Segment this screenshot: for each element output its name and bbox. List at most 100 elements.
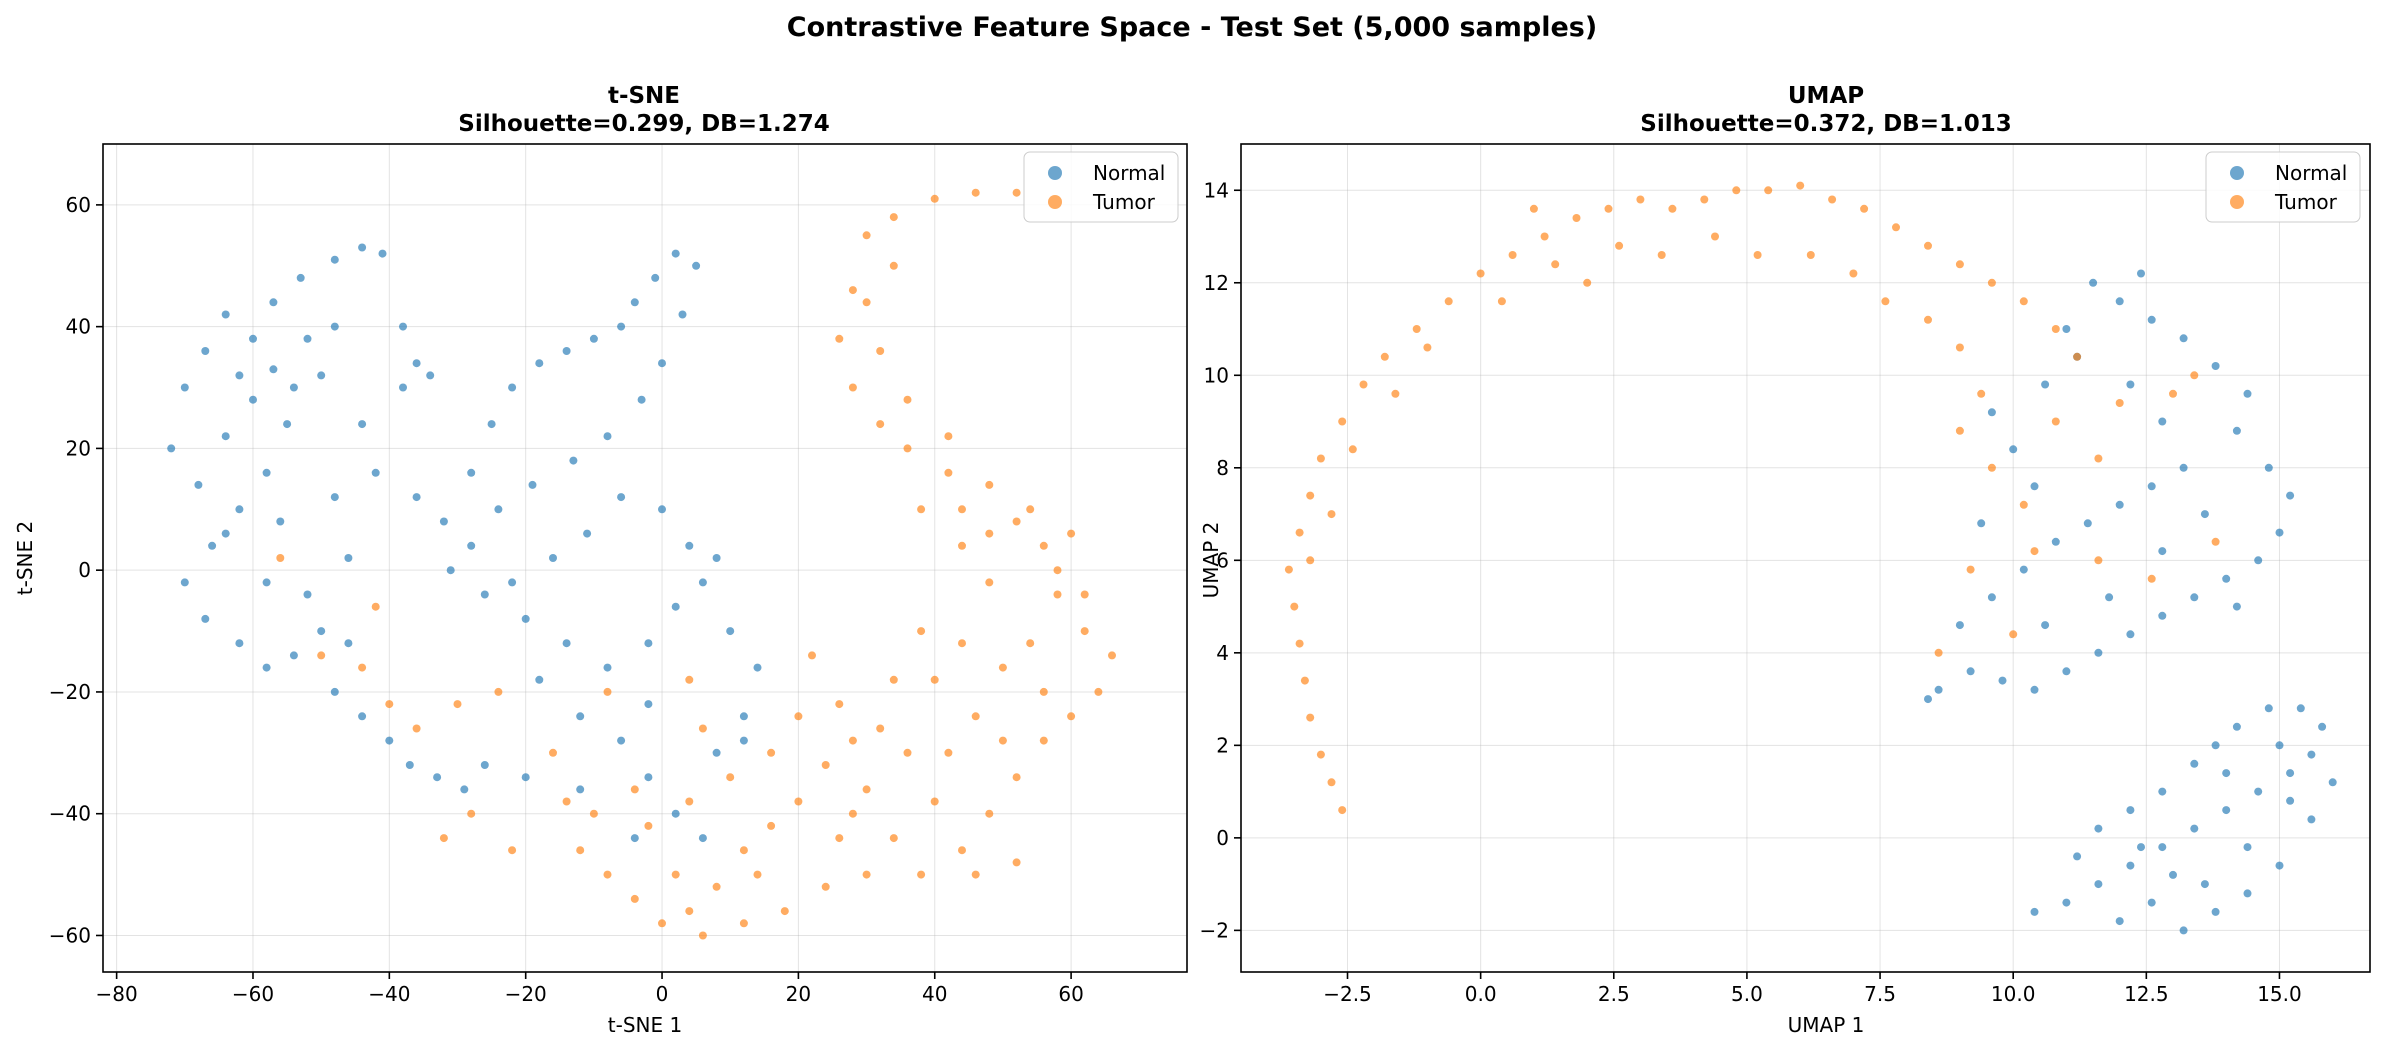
tsne-point-normal	[378, 249, 387, 258]
tsne-point-normal	[262, 468, 271, 477]
umap-point-normal	[2275, 861, 2284, 870]
tsne-point-normal	[617, 736, 626, 745]
umap-legend-tumor-label: Tumor	[2274, 190, 2338, 214]
tsne-point-tumor	[767, 821, 776, 830]
tsne-point-tumor	[958, 639, 966, 648]
umap-ticks: −2.5 0.0 2.5 5.0 7.5 10.0 12.5 15.0 −2 0 2 4 6 8 10 12 1…	[1200, 178, 2302, 1006]
tsne-point-normal	[521, 773, 530, 782]
umap-point-normal	[2254, 556, 2263, 565]
umap-point-normal	[2094, 824, 2103, 833]
umap-point-tumor	[1380, 352, 1389, 361]
umap-point-normal	[2158, 611, 2167, 620]
tsne-point-tumor	[780, 907, 789, 916]
umap-x-tick-label: 5.0	[1731, 982, 1763, 1006]
umap-point-normal	[2190, 759, 2199, 768]
tsne-point-tumor	[767, 748, 776, 757]
tsne-point-normal	[739, 736, 748, 745]
umap-point-normal	[1987, 408, 1996, 417]
tsne-point-tumor	[1067, 529, 1076, 538]
tsne-point-normal	[535, 359, 544, 368]
umap-x-tick-label: 0.0	[1465, 982, 1497, 1006]
tsne-point-tumor	[1094, 687, 1103, 696]
tsne-point-normal	[576, 785, 585, 794]
umap-y-axis-label: UMAP 2	[1199, 522, 1223, 599]
umap-point-normal	[2307, 750, 2316, 759]
tsne-point-tumor	[958, 541, 966, 550]
tsne-point-tumor	[985, 480, 994, 489]
umap-point-tumor	[1849, 269, 1858, 278]
tsne-point-normal	[201, 614, 210, 623]
umap-title-method: UMAP	[1788, 83, 1864, 109]
tsne-point-normal	[630, 298, 639, 307]
tsne-point-tumor	[1012, 858, 1021, 867]
umap-point-tumor	[1338, 417, 1347, 426]
umap-y-tick-label: −2	[1200, 918, 1229, 942]
tsne-point-normal	[296, 273, 305, 282]
tsne-point-tumor	[698, 724, 707, 733]
umap-point-normal	[2094, 880, 2103, 889]
tsne-x-tick-label: 60	[1058, 982, 1083, 1006]
umap-point-normal	[2275, 741, 2284, 750]
tsne-point-tumor	[1012, 773, 1021, 782]
umap-point-normal	[2232, 426, 2241, 435]
umap-x-axis-label: UMAP 1	[1788, 1013, 1865, 1037]
umap-point-normal	[2126, 380, 2135, 389]
tsne-point-normal	[283, 420, 292, 429]
umap-point-tumor	[2147, 574, 2156, 583]
tsne-point-tumor	[958, 505, 966, 514]
tsne-point-tumor	[794, 712, 803, 721]
tsne-point-tumor	[944, 468, 953, 477]
tsne-point-tumor	[971, 870, 980, 879]
umap-point-tumor	[1295, 528, 1304, 537]
umap-point-normal	[2232, 602, 2241, 611]
tsne-point-tumor	[726, 773, 735, 782]
tsne-point-normal	[433, 773, 442, 782]
umap-y-tick-label: 12	[1204, 271, 1229, 295]
umap-point-normal	[2147, 315, 2156, 324]
umap-x-tick-label: 15.0	[2257, 982, 2302, 1006]
tsne-point-tumor	[712, 882, 721, 891]
tsne-point-normal	[535, 675, 544, 684]
umap-point-tumor	[1284, 565, 1293, 574]
umap-point-normal	[2296, 704, 2305, 713]
umap-point-tumor	[1540, 232, 1549, 241]
umap-point-normal	[2222, 769, 2231, 778]
umap-point-normal	[1966, 667, 1975, 676]
umap-point-tumor	[1604, 204, 1613, 213]
umap-legend-normal-label: Normal	[2275, 161, 2347, 185]
umap-point-normal	[2126, 806, 2135, 815]
umap-y-tick-label: 2	[1216, 733, 1229, 757]
tsne-point-normal	[480, 590, 489, 599]
tsne-points	[167, 188, 1116, 940]
tsne-point-normal	[603, 663, 612, 672]
tsne-point-normal	[576, 712, 585, 721]
tsne-point-tumor	[848, 736, 857, 745]
tsne-point-normal	[671, 602, 680, 611]
tsne-point-tumor	[917, 870, 926, 879]
umap-point-normal	[1977, 519, 1986, 528]
umap-point-normal	[2158, 417, 2167, 426]
umap-point-normal	[2254, 787, 2263, 796]
tsne-point-normal	[671, 809, 680, 818]
tsne-point-tumor	[453, 700, 462, 709]
tsne-point-tumor	[971, 188, 980, 197]
umap-point-tumor	[1295, 639, 1304, 648]
tsne-point-normal	[658, 505, 666, 514]
umap-point-tumor	[1359, 380, 1368, 389]
tsne-point-normal	[644, 700, 653, 709]
tsne-point-normal	[753, 663, 762, 672]
tsne-point-tumor	[985, 578, 994, 587]
tsne-point-normal	[399, 322, 407, 331]
umap-point-tumor	[1327, 778, 1336, 787]
umap-point-tumor	[2169, 389, 2177, 398]
tsne-point-tumor	[835, 834, 844, 843]
tsne-point-tumor	[276, 554, 285, 562]
umap-point-tumor	[1924, 315, 1932, 324]
tsne-point-normal	[412, 359, 421, 368]
umap-point-normal	[2062, 325, 2071, 333]
tsne-legend-normal-marker	[1048, 166, 1062, 180]
tsne-point-tumor	[835, 334, 844, 343]
tsne-point-normal	[269, 365, 278, 374]
umap-point-tumor	[1987, 278, 1996, 287]
tsne-point-normal	[330, 687, 339, 696]
